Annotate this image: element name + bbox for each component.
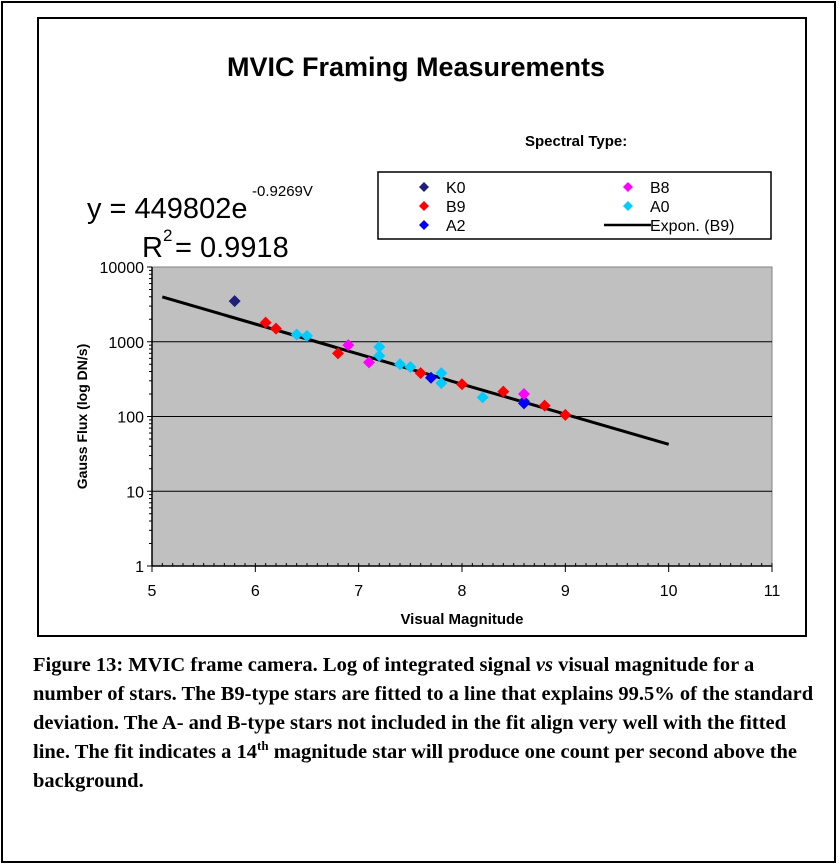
legend-label-k0: K0 bbox=[446, 180, 466, 197]
chart-frame: MVIC Framing Measurements 1 10 100 1000 10000… bbox=[37, 17, 807, 637]
caption-text-1: Figure 13: MVIC frame camera. Log of int… bbox=[33, 654, 536, 676]
legend-label-b9: B9 bbox=[446, 199, 466, 216]
chart-title: MVIC Framing Measurements bbox=[227, 52, 605, 82]
data-point-a0-4 bbox=[394, 358, 406, 371]
caption-vs: vs bbox=[535, 654, 553, 676]
data-point-b9-7 bbox=[559, 408, 572, 421]
legend-title: Spectral Type: bbox=[525, 133, 627, 150]
legend-label-fit: Expon. (B9) bbox=[650, 218, 734, 235]
data-point-a0-8 bbox=[476, 391, 489, 404]
legend-marker-a0 bbox=[623, 201, 633, 211]
y-tick-label-0: 1 bbox=[135, 559, 144, 576]
data-point-k0-0 bbox=[228, 295, 241, 308]
caption-text-2: visual magnitude for a number of stars. … bbox=[33, 654, 814, 763]
x-tick-label-6: 11 bbox=[764, 583, 781, 600]
data-point-b9-1 bbox=[270, 322, 282, 335]
x-axis-label: Visual Magnitude bbox=[400, 611, 523, 628]
data-point-a0-6 bbox=[435, 367, 448, 380]
caption-text-3: magnitude star will produce one count pe… bbox=[33, 741, 798, 792]
fit-equation: y = 449802e bbox=[87, 193, 247, 225]
fit-equation-exponent: -0.9269V bbox=[252, 183, 313, 200]
data-point-a2-0 bbox=[425, 371, 437, 384]
y-tick-label-4: 10000 bbox=[100, 260, 145, 277]
legend-marker-k0 bbox=[419, 182, 429, 192]
data-point-b9-3 bbox=[414, 367, 427, 380]
data-point-b8-2 bbox=[518, 387, 530, 400]
data-point-b8-0 bbox=[342, 339, 355, 352]
legend-box bbox=[377, 171, 772, 240]
data-point-b9-6 bbox=[538, 399, 551, 412]
r-squared-value: = 0.9918 bbox=[175, 232, 289, 264]
fit-line-b9 bbox=[161, 295, 670, 446]
x-tick-label-0: 5 bbox=[148, 583, 157, 600]
data-point-a0-1 bbox=[301, 329, 313, 342]
data-point-b8-1 bbox=[363, 356, 375, 369]
data-point-b9-2 bbox=[332, 347, 344, 360]
legend-label-a0: A0 bbox=[650, 199, 670, 216]
data-point-a0-2 bbox=[373, 341, 386, 354]
r-squared-label: R bbox=[142, 232, 163, 264]
y-tick-label-1: 10 bbox=[126, 484, 144, 501]
data-point-b9-0 bbox=[259, 316, 272, 329]
data-point-a0-3 bbox=[373, 349, 386, 362]
chart-svg: MVIC Framing Measurements 1 10 100 1000 10000… bbox=[74, 52, 781, 628]
legend-marker-b9 bbox=[419, 201, 429, 211]
legend-marker-a2 bbox=[419, 220, 429, 230]
legend-marker-b8 bbox=[623, 182, 633, 192]
x-tick-label-5: 10 bbox=[660, 583, 678, 600]
y-tick-label-3: 1000 bbox=[108, 335, 144, 352]
data-point-a0-0 bbox=[290, 328, 303, 341]
data-point-a0-7 bbox=[435, 377, 448, 390]
data-point-a0-5 bbox=[404, 360, 417, 373]
legend-label-b8: B8 bbox=[650, 180, 670, 197]
y-axis-label: Gauss Flux (log DN/s) bbox=[74, 344, 90, 489]
x-tick-label-4: 9 bbox=[561, 583, 570, 600]
data-point-a2-1 bbox=[518, 397, 530, 410]
x-tick-label-2: 7 bbox=[354, 583, 363, 600]
data-point-b9-4 bbox=[456, 378, 468, 391]
y-tick-label-2: 100 bbox=[117, 410, 144, 427]
figure-caption: Figure 13: MVIC frame camera. Log of int… bbox=[33, 651, 823, 796]
caption-superscript: th bbox=[257, 738, 269, 753]
r-squared-superscript: 2 bbox=[163, 226, 172, 245]
data-point-b9-5 bbox=[497, 385, 510, 398]
x-tick-label-1: 6 bbox=[251, 583, 260, 600]
x-tick-label-3: 8 bbox=[458, 583, 467, 600]
legend-label-a2: A2 bbox=[446, 218, 466, 235]
